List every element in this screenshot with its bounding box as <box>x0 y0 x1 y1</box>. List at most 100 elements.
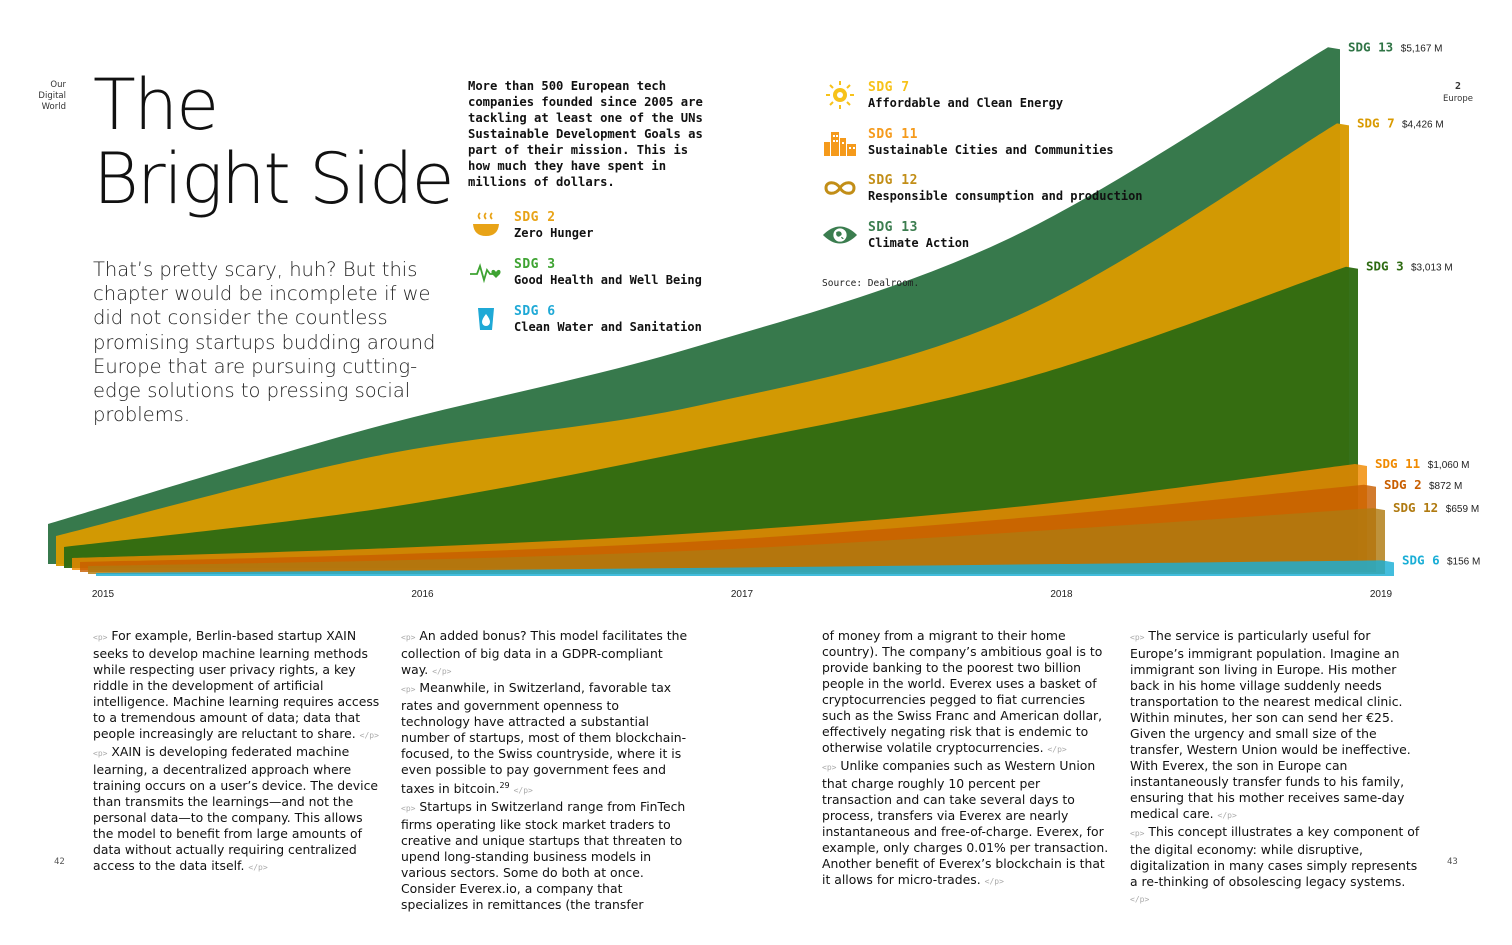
legend-item-sdg11: SDG 11 Sustainable Cities and Communitie… <box>822 127 1114 158</box>
paragraph: <p> Startups in Switzerland range from F… <box>401 799 691 913</box>
legend-name: Responsible consumption and production <box>868 189 1143 203</box>
chapter-name: Europe <box>1443 94 1473 104</box>
series-value-label: $659 M <box>1446 504 1479 515</box>
paragraph: <p> This concept illustrates a key compo… <box>1130 824 1420 908</box>
paragraph: <p> An added bonus? This model facilitat… <box>401 628 691 680</box>
series-value-label: $3,013 M <box>1411 263 1453 274</box>
paragraph-open-mark: <p> <box>93 749 108 758</box>
title-line-2: Bright Side <box>93 138 455 220</box>
paragraph-close-mark: </p> <box>984 877 1004 886</box>
source-note: Source: Dealroom. <box>822 278 920 289</box>
legend-item-sdg2: SDG 2 Zero Hunger <box>468 210 593 241</box>
chart-description: More than 500 European tech companies fo… <box>468 79 703 189</box>
series-value-label: $156 M <box>1447 556 1480 567</box>
series-code-label: SDG 13 <box>1348 39 1393 54</box>
title-line-1: The <box>93 64 219 146</box>
page-number-right: 43 <box>1447 857 1458 867</box>
series-value-label: $1,060 M <box>1428 460 1470 471</box>
x-axis: 2015 2016 2017 2018 2019 <box>92 589 1393 600</box>
body-column-3: of money from a migrant to their home co… <box>822 628 1112 890</box>
end-label-sdg-3: SDG 3 $3,013 M <box>1366 259 1453 274</box>
eye-globe-icon <box>822 220 858 250</box>
series-value-label: $5,167 M <box>1401 43 1443 54</box>
section-label: Our Digital World <box>20 80 66 113</box>
chapter-number: 2 <box>1454 81 1462 92</box>
paragraph-close-mark: </p> <box>432 667 452 676</box>
x-tick-label: 2019 <box>1370 589 1393 600</box>
legend-name: Good Health and Well Being <box>514 273 702 287</box>
end-label-sdg-12: SDG 12 $659 M <box>1393 500 1479 515</box>
series-code-label: SDG 3 <box>1366 259 1404 274</box>
paragraph-text: The service is particularly useful for E… <box>1130 628 1411 821</box>
section-label-text: Our Digital World <box>38 80 66 112</box>
paragraph-open-mark: <p> <box>1130 633 1145 642</box>
legend-code: SDG 2 <box>514 210 556 225</box>
end-label-sdg-13: SDG 13 $5,167 M <box>1348 39 1443 54</box>
paragraph-open-mark: <p> <box>822 763 837 772</box>
legend-item-sdg13: SDG 13 Climate Action <box>822 220 969 251</box>
body-column-2: <p> An added bonus? This model facilitat… <box>401 628 691 913</box>
legend-code: SDG 12 <box>868 173 918 188</box>
page-title: The Bright Side <box>93 64 455 220</box>
legend-item-sdg3: SDG 3 Good Health and Well Being <box>468 257 702 288</box>
area-series-sdg-3 <box>64 266 1358 568</box>
series-code-label: SDG 2 <box>1384 477 1422 492</box>
paragraph-open-mark: <p> <box>401 804 416 814</box>
legend-item-sdg7: SDG 7 Affordable and Clean Energy <box>822 80 1063 111</box>
paragraph-close-mark: </p> <box>1130 895 1150 904</box>
paragraph-text: XAIN is developing federated machine lea… <box>93 744 379 873</box>
paragraph-close-mark: </p> <box>248 863 268 872</box>
paragraph-close-mark: </p> <box>1217 811 1237 820</box>
paragraph-open-mark: <p> <box>401 685 416 694</box>
legend-code: SDG 7 <box>868 80 910 95</box>
end-label-sdg-6: SDG 6 $156 M <box>1402 552 1480 567</box>
bowl-icon <box>468 210 504 240</box>
series-value-label: $4,426 M <box>1402 119 1444 130</box>
paragraph: <p> The service is particularly useful f… <box>1130 628 1420 824</box>
x-tick-label: 2016 <box>411 589 434 600</box>
paragraph-text: For example, Berlin-based startup XAIN s… <box>93 628 380 741</box>
sun-icon <box>822 80 858 110</box>
series-code-label: SDG 11 <box>1375 456 1420 471</box>
legend-item-sdg6: SDG 6 Clean Water and Sanitation <box>468 304 702 335</box>
series-code-label: SDG 7 <box>1357 115 1395 130</box>
infinity-icon <box>822 173 858 203</box>
chart-end-labels: SDG 13 $5,167 M SDG 7 $4,426 M SDG 3 $3,013 M… <box>1348 39 1480 567</box>
legend-name: Clean Water and Sanitation <box>514 320 702 334</box>
water-drop-icon <box>468 304 504 334</box>
page-number-left: 42 <box>54 857 65 867</box>
paragraph-text: Startups in Switzerland range from FinTe… <box>401 799 686 913</box>
paragraph-text: of money from a migrant to their home co… <box>822 628 1103 755</box>
area-series-sdg-6 <box>96 560 1394 576</box>
legend-code: SDG 6 <box>514 304 556 319</box>
paragraph-text: An added bonus? This model facilitates t… <box>401 628 688 677</box>
series-value-label: $872 M <box>1429 481 1462 492</box>
chart-areas <box>48 47 1394 576</box>
section-right-label: 2 Europe <box>1438 80 1478 106</box>
paragraph-text: Unlike companies such as Western Union t… <box>822 758 1109 887</box>
paragraph-open-mark: <p> <box>401 633 416 642</box>
legend-code: SDG 3 <box>514 257 556 272</box>
footnote-ref[interactable]: 29 <box>499 781 510 790</box>
legend-name: Zero Hunger <box>514 226 594 240</box>
body-column-4: <p> The service is particularly useful f… <box>1130 628 1420 908</box>
paragraph: <p> Meanwhile, in Switzerland, favorable… <box>401 680 691 799</box>
series-code-label: SDG 12 <box>1393 500 1438 515</box>
paragraph: <p> Unlike companies such as Western Uni… <box>822 758 1112 890</box>
legend-name: Affordable and Clean Energy <box>868 96 1064 110</box>
paragraph-open-mark: <p> <box>1130 829 1145 838</box>
body-column-1: <p> For example, Berlin-based startup XA… <box>93 628 383 876</box>
paragraph: of money from a migrant to their home co… <box>822 628 1112 758</box>
area-series-sdg-12 <box>88 508 1385 574</box>
paragraph-open-mark: <p> <box>93 633 108 642</box>
legend-item-sdg12: SDG 12 Responsible consumption and produ… <box>822 173 1143 204</box>
series-code-label: SDG 6 <box>1402 552 1440 567</box>
paragraph: <p> XAIN is developing federated machine… <box>93 744 383 876</box>
legend-code: SDG 11 <box>868 127 918 142</box>
paragraph-close-mark: </p> <box>1047 745 1067 754</box>
paragraph: <p> For example, Berlin-based startup XA… <box>93 628 383 744</box>
end-label-sdg-11: SDG 11 $1,060 M <box>1375 456 1470 471</box>
city-icon <box>822 127 858 157</box>
paragraph-close-mark: </p> <box>359 731 379 740</box>
